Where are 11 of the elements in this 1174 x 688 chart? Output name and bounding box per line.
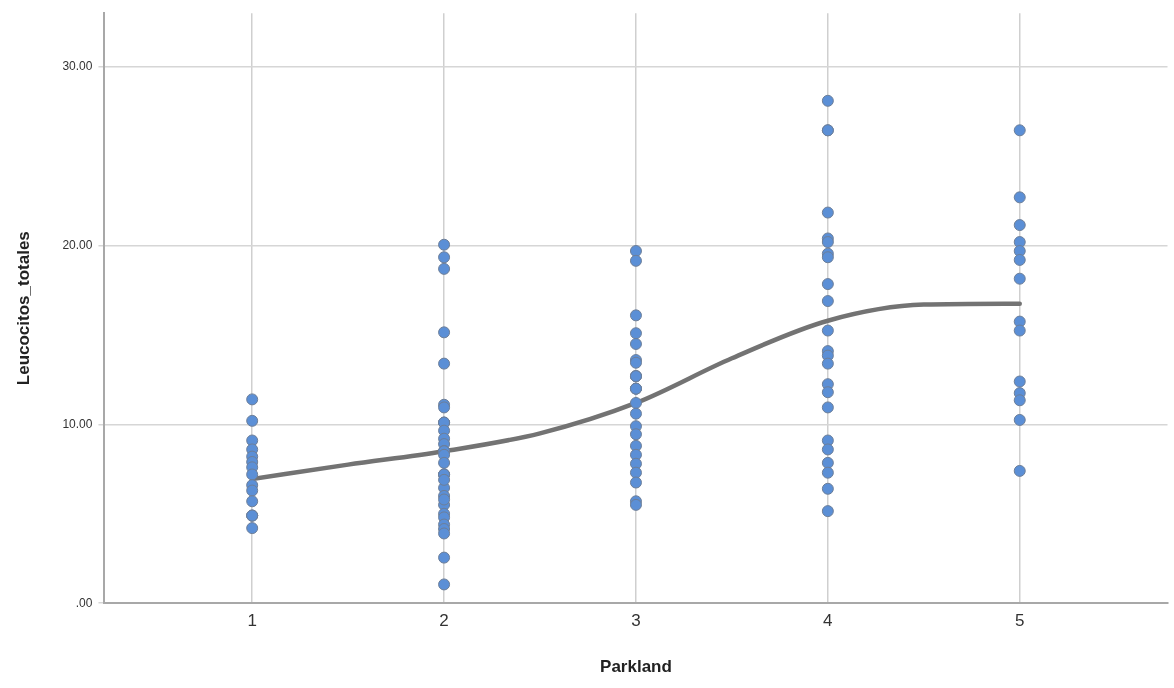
y-axis-title: Leucocitos_totales	[13, 231, 33, 386]
x-axis-title: Parkland	[600, 657, 672, 677]
x-tick-label: 4	[823, 611, 833, 631]
x-tick-label: 2	[439, 611, 449, 631]
x-tick-label: 5	[1015, 611, 1025, 631]
y-tick-label: 10.00	[62, 416, 93, 431]
y-tick-label: .00	[75, 595, 93, 610]
x-tick-label: 1	[247, 611, 257, 631]
y-tick-label: 20.00	[62, 237, 93, 252]
x-tick-label: 3	[631, 611, 641, 631]
y-tick-label: 30.00	[62, 59, 93, 74]
